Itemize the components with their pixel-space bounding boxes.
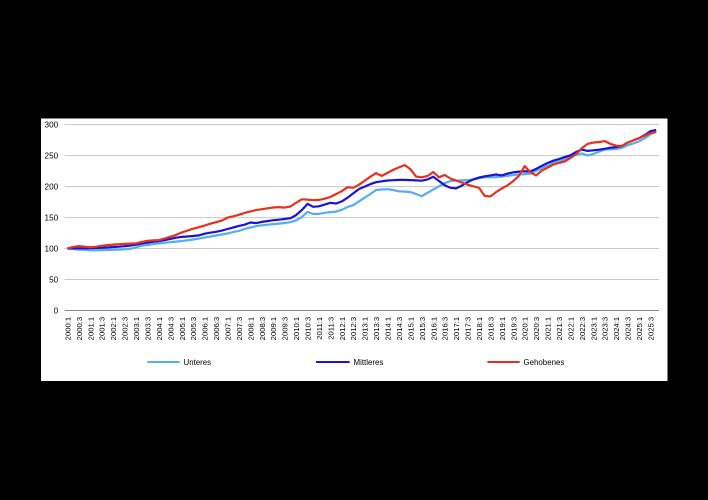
- svg-text:2014:3: 2014:3: [395, 317, 404, 341]
- svg-text:2020:1: 2020:1: [521, 317, 530, 341]
- svg-text:2010:1: 2010:1: [292, 317, 301, 341]
- svg-text:2005:1: 2005:1: [178, 317, 187, 341]
- svg-text:2001:3: 2001:3: [98, 317, 107, 341]
- svg-text:200: 200: [45, 183, 59, 192]
- svg-text:2000:1: 2000:1: [63, 317, 72, 341]
- svg-text:2024:1: 2024:1: [612, 317, 621, 341]
- svg-text:2016:3: 2016:3: [441, 317, 450, 341]
- svg-text:2015:3: 2015:3: [418, 317, 427, 341]
- svg-text:2004:3: 2004:3: [166, 317, 175, 341]
- svg-text:2014:1: 2014:1: [384, 317, 393, 341]
- svg-text:2020:3: 2020:3: [532, 317, 541, 341]
- svg-text:2007:1: 2007:1: [224, 317, 233, 341]
- svg-text:Unteres: Unteres: [184, 358, 212, 367]
- svg-text:2018:1: 2018:1: [475, 317, 484, 341]
- svg-text:Mittleres: Mittleres: [354, 358, 384, 367]
- svg-text:2008:1: 2008:1: [246, 317, 255, 341]
- svg-text:2006:3: 2006:3: [212, 317, 221, 341]
- svg-text:300: 300: [45, 121, 59, 130]
- svg-text:2017:3: 2017:3: [464, 317, 473, 341]
- svg-text:2003:1: 2003:1: [132, 317, 141, 341]
- svg-text:2009:1: 2009:1: [269, 317, 278, 341]
- svg-text:2025:3: 2025:3: [647, 317, 656, 341]
- svg-text:2017:1: 2017:1: [452, 317, 461, 341]
- svg-text:2001:1: 2001:1: [86, 317, 95, 341]
- svg-text:2003:3: 2003:3: [144, 317, 153, 341]
- svg-text:2011:3: 2011:3: [326, 317, 335, 340]
- svg-text:50: 50: [49, 276, 59, 285]
- svg-text:2024:3: 2024:3: [624, 317, 633, 341]
- svg-text:2012:1: 2012:1: [338, 317, 347, 341]
- svg-text:2002:3: 2002:3: [121, 317, 130, 341]
- svg-text:2010:3: 2010:3: [304, 317, 313, 341]
- svg-text:100: 100: [45, 245, 59, 254]
- svg-text:2022:3: 2022:3: [578, 317, 587, 341]
- svg-text:2009:3: 2009:3: [281, 317, 290, 341]
- svg-text:2022:1: 2022:1: [566, 317, 575, 341]
- svg-text:2021:3: 2021:3: [555, 317, 564, 341]
- svg-text:0: 0: [54, 307, 59, 316]
- svg-text:2016:1: 2016:1: [429, 317, 438, 341]
- svg-text:2007:3: 2007:3: [235, 317, 244, 341]
- svg-text:2013:3: 2013:3: [372, 317, 381, 341]
- svg-text:2023:3: 2023:3: [601, 317, 610, 341]
- svg-text:2005:3: 2005:3: [189, 317, 198, 341]
- svg-text:2004:1: 2004:1: [155, 317, 164, 341]
- svg-text:2019:1: 2019:1: [498, 317, 507, 341]
- svg-text:2012:3: 2012:3: [349, 317, 358, 341]
- svg-text:2011:1: 2011:1: [315, 317, 324, 340]
- svg-text:2006:1: 2006:1: [201, 317, 210, 341]
- svg-text:2008:3: 2008:3: [258, 317, 267, 341]
- svg-text:2025:1: 2025:1: [635, 317, 644, 341]
- svg-text:2021:1: 2021:1: [544, 317, 553, 341]
- svg-text:Gehobenes: Gehobenes: [524, 358, 565, 367]
- svg-text:2018:3: 2018:3: [486, 317, 495, 341]
- svg-text:250: 250: [45, 152, 59, 161]
- svg-text:2015:1: 2015:1: [406, 317, 415, 341]
- svg-text:2013:1: 2013:1: [361, 317, 370, 341]
- svg-text:150: 150: [45, 214, 59, 223]
- svg-text:2023:1: 2023:1: [589, 317, 598, 341]
- svg-text:2002:1: 2002:1: [109, 317, 118, 341]
- svg-text:2019:3: 2019:3: [509, 317, 518, 341]
- svg-text:2000:3: 2000:3: [75, 317, 84, 341]
